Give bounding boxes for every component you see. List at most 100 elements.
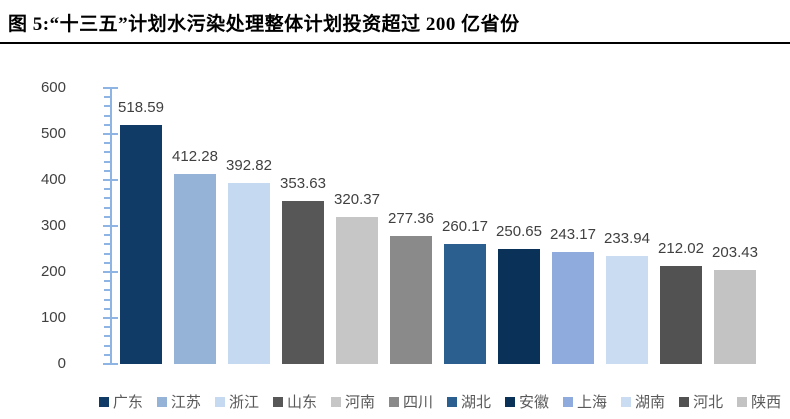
legend-swatch (388, 396, 399, 407)
y-axis-tick-label: 300 (40, 217, 66, 234)
y-axis-minor-tick (104, 335, 111, 338)
y-axis-minor-tick (104, 307, 111, 310)
legend-label: 四川 (402, 394, 433, 411)
y-axis-minor-tick (104, 298, 111, 301)
y-axis-minor-tick (104, 160, 111, 163)
bar-value-label: 353.63 (280, 175, 326, 193)
y-axis-minor-tick (104, 353, 111, 356)
legend-label: 陕西 (751, 394, 782, 411)
legend-swatch (563, 396, 574, 407)
legend-swatch (737, 396, 748, 407)
y-axis-minor-tick (104, 151, 111, 154)
legend-label: 浙江 (228, 394, 259, 411)
y-axis-minor-tick (104, 261, 111, 264)
legend-item-河北: 河北 (679, 391, 723, 412)
bar-chart-plot-area: 0 100 200 300 400 500 600 518.59 412.28 392.82 353… (0, 59, 790, 379)
legend-swatch (330, 396, 341, 407)
y-axis-minor-tick (104, 215, 111, 218)
y-axis-tick-label: 0 (57, 355, 66, 372)
bar-河南 (336, 216, 378, 364)
legend-label: 安徽 (519, 394, 550, 411)
bar-value-label: 260.17 (442, 218, 488, 236)
bar-value-label: 518.59 (118, 99, 164, 117)
bar-河北 (660, 266, 702, 364)
legend-item-安徽: 安徽 (505, 391, 549, 412)
y-axis-major-tick (103, 363, 118, 365)
bar-value-label: 392.82 (226, 157, 272, 175)
y-axis-minor-tick (104, 344, 111, 347)
legend-swatch (621, 396, 632, 407)
legend-item-湖北: 湖北 (447, 391, 491, 412)
y-axis-minor-tick (104, 280, 111, 283)
y-axis-minor-tick (104, 142, 111, 145)
bar-广东 (120, 125, 162, 364)
legend-label: 河北 (693, 394, 724, 411)
y-axis-minor-tick (104, 289, 111, 292)
bar-安徽 (498, 248, 540, 364)
bar-value-label: 320.37 (334, 190, 380, 208)
bar-value-label: 277.36 (388, 210, 434, 228)
legend-label: 湖南 (635, 394, 666, 411)
legend-swatch (272, 396, 283, 407)
y-axis-minor-tick (104, 169, 111, 172)
legend-item-四川: 四川 (388, 391, 433, 412)
bar-陕西 (714, 270, 756, 364)
y-axis-minor-tick (104, 105, 111, 108)
legend-swatch (156, 396, 167, 407)
legend-item-湖南: 湖南 (621, 391, 665, 412)
y-axis-tick-label: 500 (40, 125, 66, 142)
legend-item-山东: 山东 (272, 391, 317, 412)
y-axis-tick-label: 400 (40, 171, 66, 188)
legend-label: 江苏 (170, 394, 201, 411)
chart-legend: 广东 江苏 浙江 山东 河南 四川 湖北 安徽 上海 湖南 河北 陕西 (98, 391, 781, 412)
y-axis-major-tick (103, 271, 118, 273)
y-axis-major-tick (103, 317, 118, 319)
legend-item-广东: 广东 (98, 391, 143, 412)
y-axis-minor-tick (104, 252, 111, 255)
legend-item-江苏: 江苏 (156, 391, 201, 412)
legend-item-浙江: 浙江 (214, 391, 259, 412)
y-axis-minor-tick (104, 114, 111, 117)
legend-label: 湖北 (461, 394, 492, 411)
legend-label: 河南 (344, 394, 375, 411)
y-axis-tick-label: 600 (40, 79, 66, 96)
legend-swatch (505, 396, 516, 407)
bar-value-label: 412.28 (172, 148, 218, 166)
bar-value-label: 212.02 (658, 240, 704, 258)
legend-swatch (214, 396, 225, 407)
y-axis-major-tick (103, 133, 118, 135)
y-axis-minor-tick (104, 188, 111, 191)
bar-value-label: 233.94 (604, 230, 650, 248)
y-axis-minor-tick (104, 206, 111, 209)
legend-item-上海: 上海 (563, 391, 607, 412)
figure-title: 图 5:“十三五”计划水污染处理整体计划投资超过 200 亿省份 (8, 14, 520, 35)
title-divider (0, 42, 790, 44)
bar-湖南 (606, 256, 648, 364)
bar-山东 (282, 201, 324, 364)
y-axis-minor-tick (104, 234, 111, 237)
legend-label: 上海 (577, 394, 608, 411)
y-axis-tick-label: 200 (40, 263, 66, 280)
y-axis-major-tick (103, 179, 118, 181)
legend-item-河南: 河南 (330, 391, 375, 412)
y-axis-minor-tick (104, 197, 111, 200)
bar-四川 (390, 236, 432, 364)
bar-江苏 (174, 174, 216, 364)
legend-swatch (447, 396, 457, 407)
y-axis-minor-tick (104, 96, 111, 99)
bar-value-label: 243.17 (550, 226, 596, 244)
legend-label: 山东 (286, 394, 317, 411)
legend-item-陕西: 陕西 (737, 391, 781, 412)
legend-swatch (679, 396, 690, 407)
bar-上海 (552, 252, 594, 364)
bar-浙江 (228, 183, 270, 364)
bar-value-label: 250.65 (496, 222, 542, 240)
legend-label: 广东 (112, 394, 143, 411)
bar-湖北 (444, 244, 486, 364)
y-axis-major-tick (103, 87, 118, 89)
y-axis-tick-label: 100 (40, 309, 66, 326)
y-axis-minor-tick (104, 326, 111, 329)
bar-value-label: 203.43 (712, 244, 758, 262)
y-axis-major-tick (103, 225, 118, 227)
